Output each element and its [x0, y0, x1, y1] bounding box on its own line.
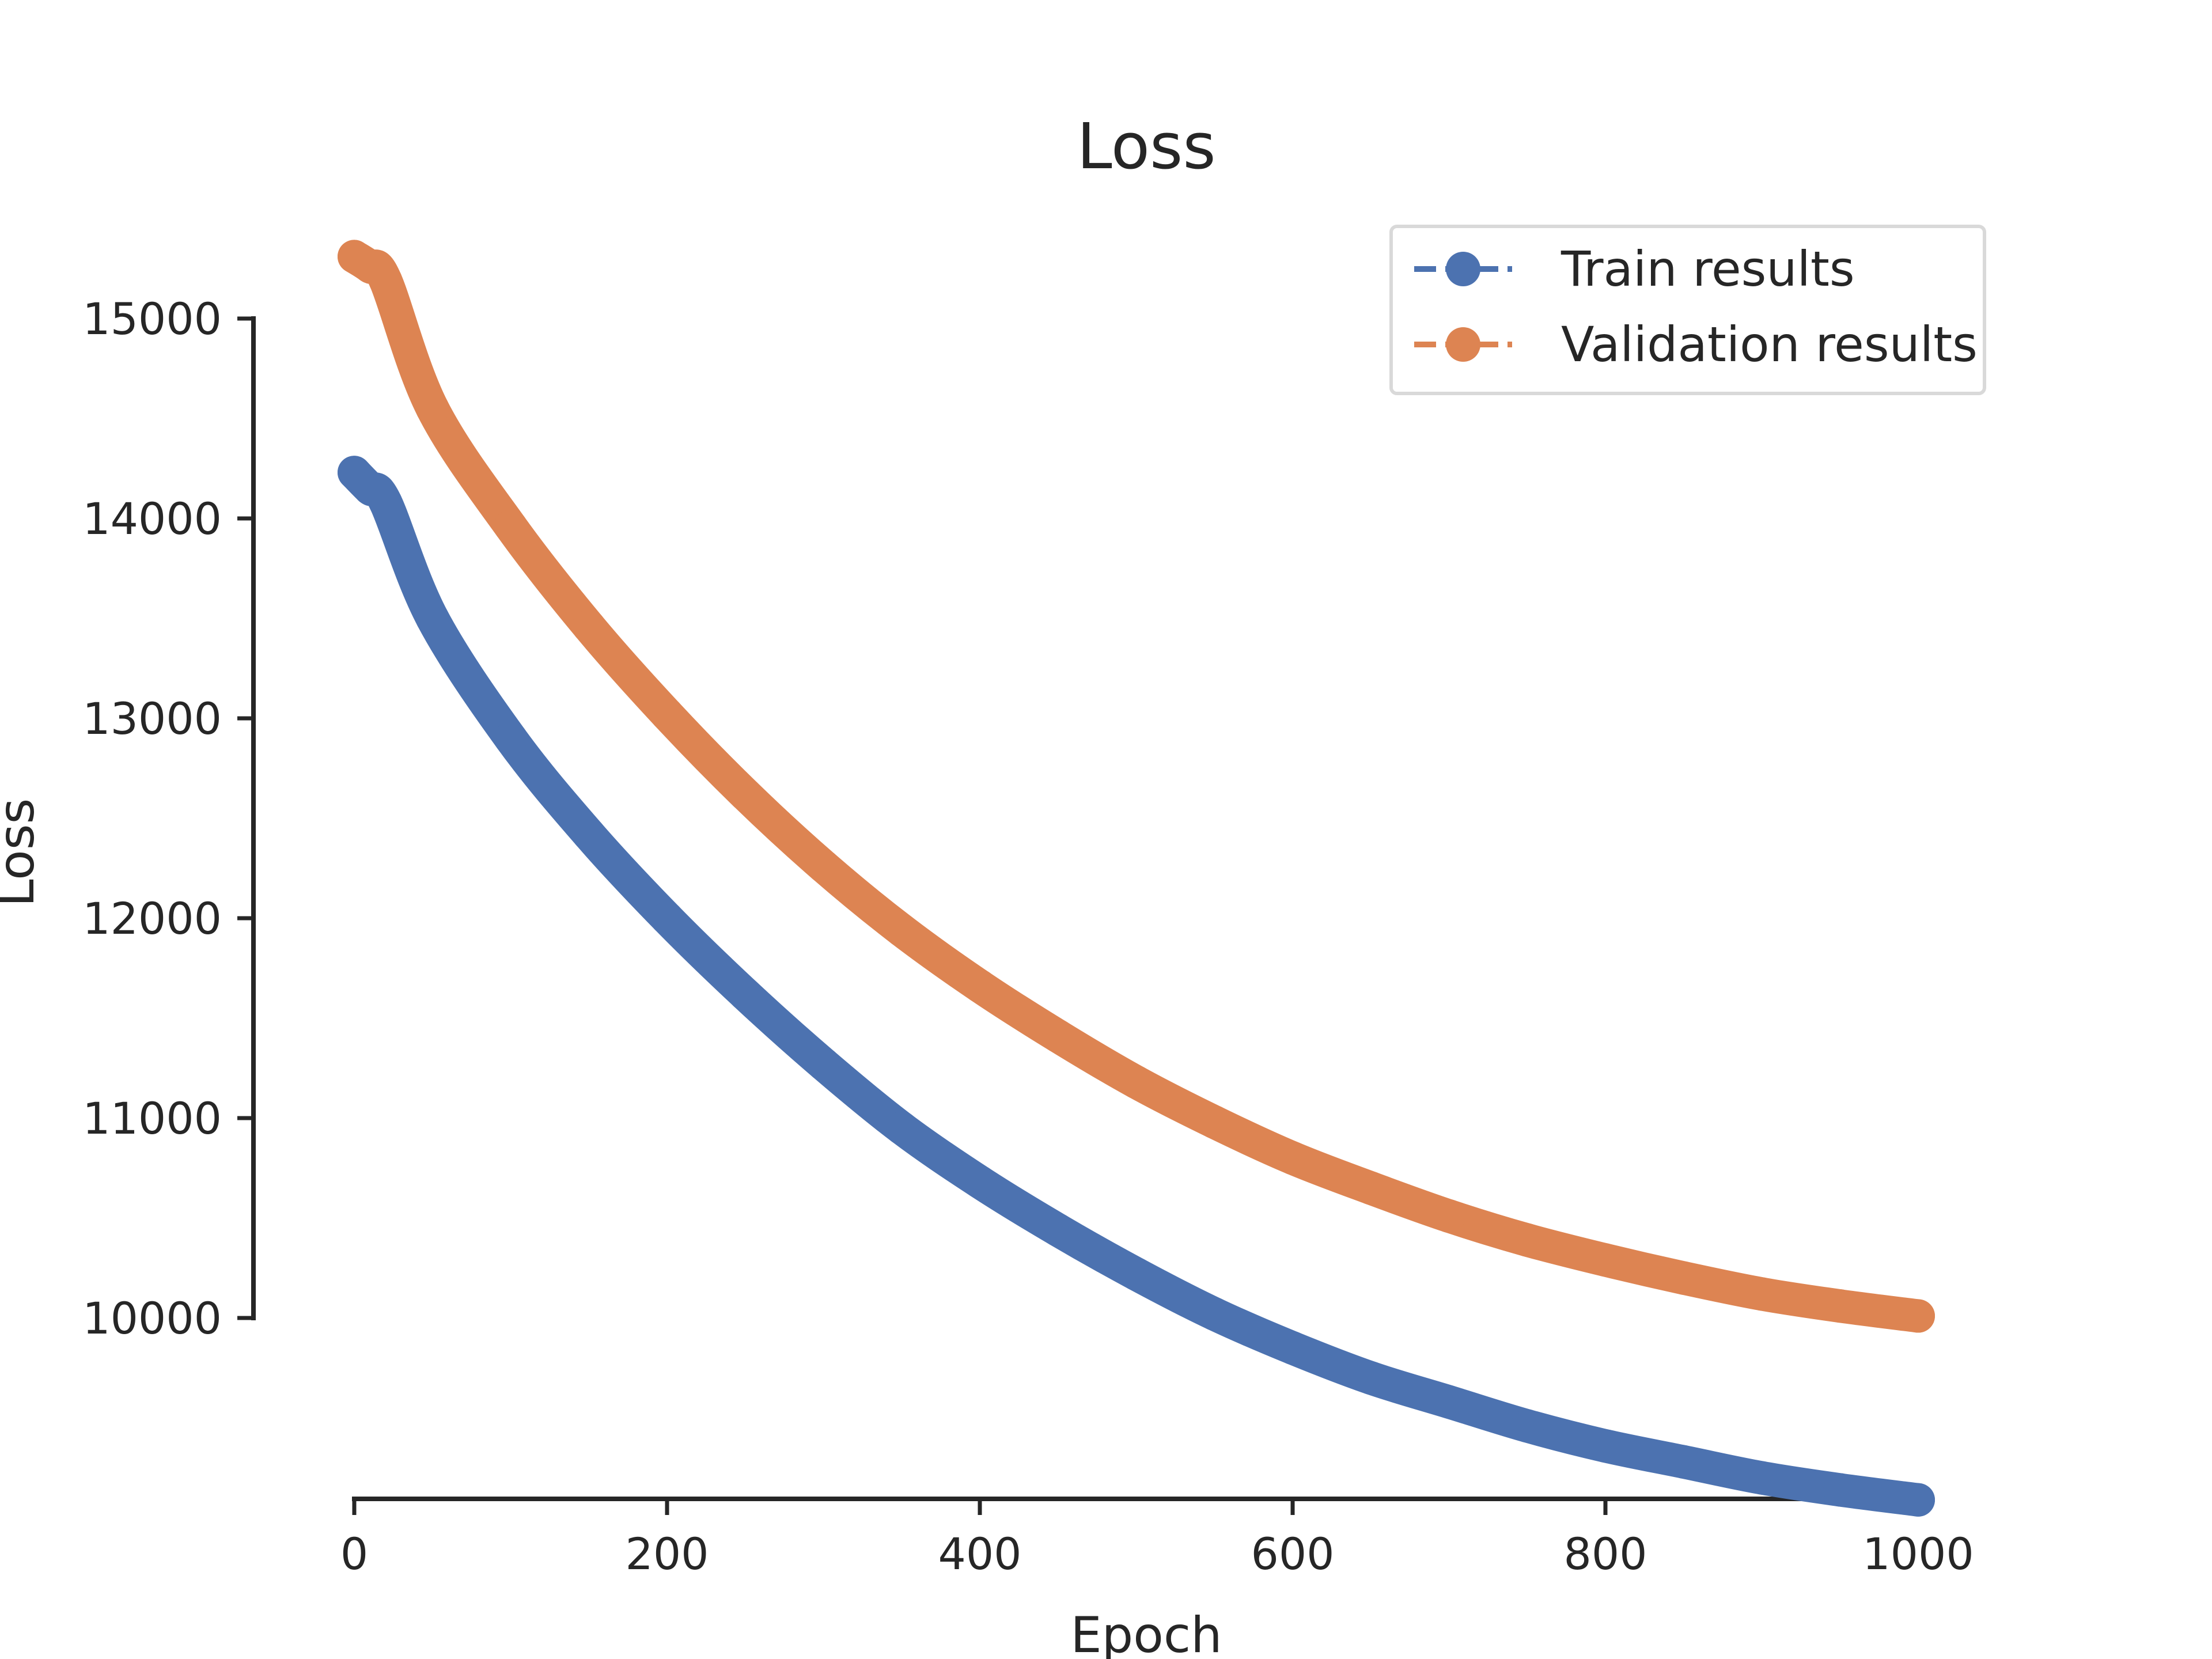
data-point [1666, 1445, 1700, 1479]
y-axis-label: Loss [0, 798, 46, 907]
data-point [1823, 1473, 1857, 1507]
data-point [1276, 1331, 1309, 1365]
data-point [1354, 1171, 1388, 1205]
series-train [338, 456, 1935, 1517]
legend-item-validation: Validation results [1414, 316, 1978, 373]
data-point [1041, 1213, 1075, 1247]
x-tick-label: 600 [1251, 1528, 1334, 1580]
legend-label-train: Train results [1560, 241, 1855, 297]
data-point [728, 777, 762, 811]
data-point [885, 913, 919, 947]
data-point [494, 721, 528, 755]
data-point [369, 486, 403, 520]
data-point [1745, 1277, 1779, 1311]
data-point [572, 817, 606, 851]
x-tick-label: 800 [1563, 1528, 1647, 1580]
data-point [963, 969, 997, 1003]
legend-marker-train [1446, 252, 1480, 286]
data-point [1198, 1297, 1232, 1331]
y-tick-label: 14000 [82, 493, 222, 544]
x-tick-label: 200 [625, 1528, 709, 1580]
series-validation [338, 240, 1935, 1333]
y-tick-label: 10000 [82, 1293, 222, 1344]
data-point [1354, 1361, 1388, 1395]
series-line [338, 240, 1935, 1333]
data-point [1510, 1409, 1544, 1443]
data-point [1432, 1385, 1466, 1419]
data-point [806, 1047, 840, 1081]
y-axis: 10000 11000 12000 13000 14000 15000 [82, 293, 256, 1344]
y-tick-label: 15000 [82, 293, 222, 344]
data-point [1902, 1299, 1935, 1333]
legend-label-validation: Validation results [1561, 316, 1978, 373]
data-point [1745, 1461, 1779, 1495]
data-point [1589, 1429, 1622, 1463]
data-point [494, 509, 528, 543]
data-point [1666, 1261, 1700, 1295]
data-point [415, 392, 449, 426]
data-point [1902, 1483, 1935, 1517]
x-tick-label: 1000 [1862, 1528, 1974, 1580]
data-point [806, 849, 840, 883]
data-point [572, 609, 606, 643]
data-point [650, 902, 684, 935]
data-point [1432, 1199, 1466, 1233]
y-tick-label: 11000 [82, 1093, 222, 1144]
data-point [1589, 1243, 1622, 1277]
data-point [1041, 1019, 1075, 1053]
data-point [415, 601, 449, 635]
data-point [1510, 1223, 1544, 1257]
series-group [338, 240, 1935, 1517]
x-axis-label: Epoch [1070, 1607, 1222, 1659]
x-axis: 0 200 400 600 800 1000 [340, 1497, 1974, 1580]
y-tick-label: 12000 [82, 893, 222, 944]
x-tick-label: 0 [340, 1528, 368, 1580]
data-point [963, 1165, 997, 1199]
data-point [650, 698, 684, 732]
data-point [1119, 1257, 1153, 1291]
data-point [728, 977, 762, 1011]
legend: Train results Validation results [1389, 225, 1986, 395]
data-point [1198, 1105, 1232, 1139]
legend-item-train: Train results [1414, 241, 1855, 297]
data-point [369, 264, 403, 298]
data-point [1823, 1289, 1857, 1323]
data-point [885, 1111, 919, 1145]
data-point [1119, 1065, 1153, 1099]
x-tick-label: 400 [938, 1528, 1021, 1580]
chart-title: Loss [1077, 109, 1215, 183]
legend-marker-validation [1446, 327, 1480, 362]
y-tick-label: 13000 [82, 693, 222, 744]
legend-frame [1389, 225, 1986, 395]
data-point [1276, 1141, 1309, 1175]
